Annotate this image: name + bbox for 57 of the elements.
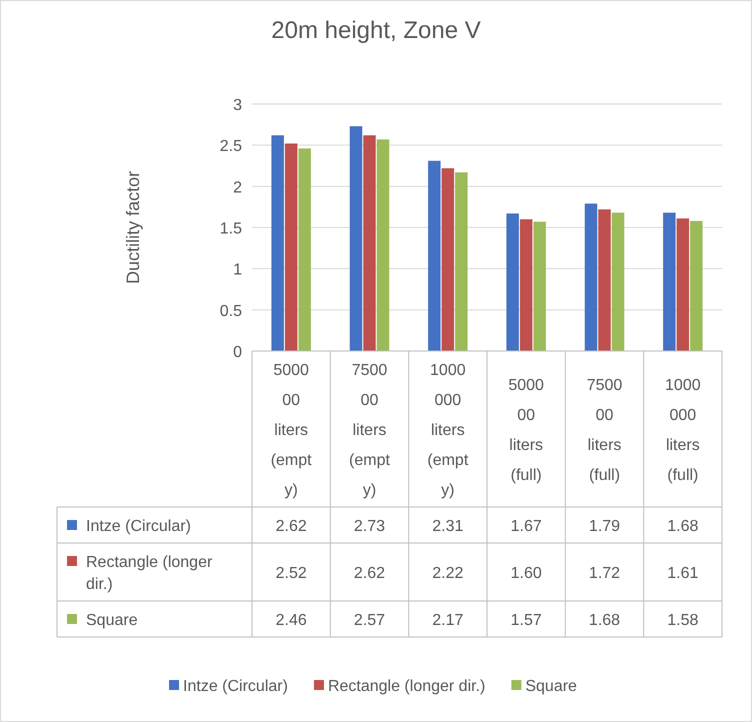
data-label: 2.22 — [432, 565, 464, 582]
data-label: 2.73 — [354, 518, 386, 535]
legend-label: Square — [86, 612, 138, 629]
x-tick-label: 1000000 liters (empty) — [427, 362, 469, 499]
text: Rectangle (longer dir.) — [328, 678, 486, 695]
x-tick-label: 500000 liters (empty) — [270, 362, 312, 499]
data-label: 2.52 — [276, 565, 307, 582]
bar — [598, 209, 611, 351]
y-axis-title: Ductility factor — [123, 170, 143, 284]
data-label: 1.58 — [667, 612, 699, 629]
bar — [690, 220, 703, 351]
bar — [455, 172, 468, 351]
data-label: 1.67 — [510, 518, 542, 535]
data-label: 1.68 — [667, 518, 699, 535]
bar — [363, 135, 376, 351]
x-tick-label: 500000 liters (full) — [508, 377, 544, 484]
data-label: 1.61 — [667, 565, 699, 582]
bar — [612, 212, 624, 351]
x-tick-label: 1000000 liters (full) — [665, 377, 701, 484]
data-label: 2.57 — [354, 612, 386, 629]
x-tick-label: 750000 liters (empty) — [349, 362, 390, 499]
bar — [284, 144, 298, 351]
data-label: 2.17 — [432, 612, 464, 629]
y-tick-label: 3 — [233, 97, 242, 114]
y-tick-label: 1.5 — [220, 220, 242, 238]
bar — [533, 222, 546, 351]
bar — [298, 148, 311, 351]
data-label: 1.60 — [510, 565, 542, 582]
data-label: 1.68 — [588, 612, 620, 629]
data-label: 2.46 — [276, 612, 307, 629]
bar — [442, 168, 454, 351]
y-tick-label: 2.5 — [220, 138, 242, 156]
data-label: 1.79 — [588, 518, 620, 535]
data-label: 1.57 — [510, 612, 542, 629]
bar — [663, 212, 676, 351]
bar — [350, 126, 362, 351]
bar — [376, 139, 390, 351]
y-tick-label: 0.5 — [220, 302, 242, 320]
bar — [428, 160, 441, 351]
text: Square — [525, 678, 577, 695]
data-label: 2.31 — [432, 518, 464, 535]
text: Intze (Circular) — [183, 678, 288, 695]
data-label: 1.72 — [588, 565, 620, 582]
legend-label: Rectangle (longer dir.) — [86, 554, 213, 593]
chart-title: 20m height, Zone V — [271, 17, 481, 44]
bar — [676, 218, 690, 351]
data-label: 2.62 — [354, 565, 386, 582]
y-tick-label: 1 — [233, 262, 242, 279]
legend-label: Intze (Circular) — [86, 518, 191, 535]
bar — [520, 219, 532, 351]
data-label: 2.62 — [276, 518, 307, 535]
x-tick-label: 750000 liters (full) — [586, 377, 622, 484]
bar — [271, 135, 284, 351]
y-tick-label: 0 — [233, 344, 242, 361]
bar — [506, 214, 519, 351]
y-tick-label: 2 — [233, 179, 242, 196]
bar — [584, 204, 598, 351]
